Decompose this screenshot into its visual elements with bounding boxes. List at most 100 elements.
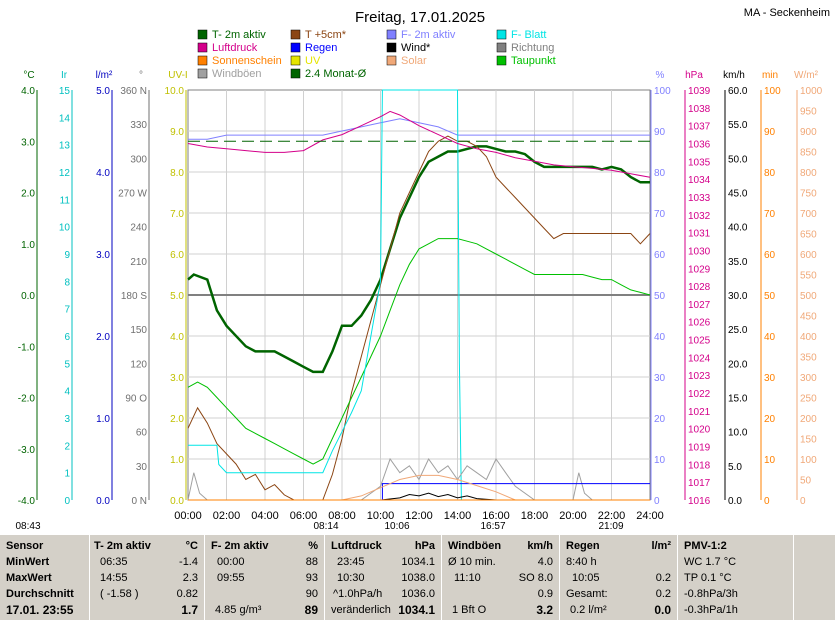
axis-tick-ir: 0 <box>64 496 70 507</box>
axes: °C4.03.02.01.00.0-1.0-2.0-3.0-4.0Ir15141… <box>15 70 822 532</box>
axis-tick-solar: 450 <box>800 312 817 323</box>
t2m-max-value: 2.3 <box>182 572 198 584</box>
gust-max-time: 11:10 <box>454 572 481 584</box>
axis-tick-press: 1029 <box>688 264 711 275</box>
axis-tick-uv: 1.0 <box>170 455 184 466</box>
axis-tick-wind: 10.0 <box>728 428 748 439</box>
legend-label: Windböen <box>212 68 262 80</box>
axis-tick-ir: 6 <box>64 332 70 343</box>
gust-current-value: 3.2 <box>536 603 553 617</box>
gust-avg-label: Ø 10 min. <box>448 556 496 568</box>
pmv-pressure-3h: -0.8hPa/3h <box>684 588 738 600</box>
axis-tick-temp: 4.0 <box>21 86 35 97</box>
axis-tick-uv: 3.0 <box>170 373 184 384</box>
axis-tick-min: 60 <box>764 250 776 261</box>
legend-swatch <box>197 29 208 40</box>
axis-tick-rain: 4.0 <box>96 168 110 179</box>
axis-tick-uv: 2.0 <box>170 414 184 425</box>
axis-tick-uv: 8.0 <box>170 168 184 179</box>
f2m-current-value: 89 <box>304 603 318 617</box>
legend-swatch <box>496 55 507 66</box>
axis-unit-ir: Ir <box>61 70 68 81</box>
axis-tick-press: 1026 <box>688 318 711 329</box>
legend-label: 2.4 Monat-Ø <box>305 68 367 80</box>
axis-tick-press: 1018 <box>688 460 711 471</box>
axis-tick-press: 1021 <box>688 407 711 418</box>
axis-tick-ir: 5 <box>64 359 70 370</box>
summary-gust-column: Windböen km/h Ø 10 min. 4.0 11:10 SO 8.0 0.… <box>442 535 560 620</box>
axis-tick-dir: 330 <box>130 120 147 131</box>
time-tick: 08:00 <box>328 510 356 522</box>
axis-tick-min: 90 <box>764 127 776 138</box>
time-tick: 10:00 <box>367 510 395 522</box>
axis-tick-press: 1034 <box>688 175 711 186</box>
summary-rain-column: Regen l/m² 8:40 h 10:05 0.2 Gesamt: 0.2 0.2… <box>560 535 678 620</box>
legend-swatch <box>386 42 397 53</box>
legend-swatch <box>496 29 507 40</box>
axis-tick-min: 20 <box>764 414 776 425</box>
axis-tick-uv: 9.0 <box>170 127 184 138</box>
axis-tick-press: 1038 <box>688 104 711 115</box>
axis-tick-solar: 150 <box>800 435 817 446</box>
axis-tick-min: 100 <box>764 86 781 97</box>
axis-tick-solar: 1000 <box>800 86 823 97</box>
series-line-1 <box>187 135 651 501</box>
axis-unit-temp: °C <box>23 70 34 81</box>
legend-swatch <box>197 42 208 53</box>
summary-spacer <box>794 535 835 620</box>
summary-label-avg: Durchschnitt <box>6 588 74 600</box>
axis-unit-min: min <box>762 70 778 81</box>
axis-tick-solar: 650 <box>800 230 817 241</box>
series-line-2 <box>187 238 651 465</box>
axis-tick-temp: 3.0 <box>21 137 35 148</box>
legend-label: Solar <box>401 55 427 67</box>
weather-chart: Freitag, 17.01.2025 MA - Seckenheim T- 2… <box>15 7 830 532</box>
axis-tick-temp: 1.0 <box>21 240 35 251</box>
axis-tick-ir: 7 <box>64 305 70 316</box>
axis-tick-uv: 10.0 <box>165 86 185 97</box>
axis-tick-wind: 5.0 <box>728 462 742 473</box>
axis-tick-ir: 4 <box>64 387 70 398</box>
rain-max-value: 0.2 <box>655 572 671 584</box>
axis-tick-dir: 360 N <box>120 86 147 97</box>
gust-avg-value: 0.9 <box>537 588 553 600</box>
time-tick: 12:00 <box>405 510 433 522</box>
axis-tick-solar: 400 <box>800 332 817 343</box>
axis-tick-wind: 45.0 <box>728 189 748 200</box>
legend-swatch <box>386 29 397 40</box>
axis-tick-solar: 900 <box>800 127 817 138</box>
t2m-avg-note: ( -1.58 ) <box>100 588 139 600</box>
t2m-header: T- 2m aktiv <box>94 540 151 552</box>
rain-current-value: 0.0 <box>654 603 671 617</box>
axis-tick-solar: 250 <box>800 394 817 405</box>
press-avg-value: 1036.0 <box>401 588 435 600</box>
axis-tick-min: 50 <box>764 291 776 302</box>
axis-tick-ir: 10 <box>59 223 71 234</box>
axis-tick-hum: 30 <box>654 373 666 384</box>
summary-label-max: MaxWert <box>6 572 52 584</box>
series-line-9 <box>188 474 650 501</box>
axis-tick-hum: 10 <box>654 455 666 466</box>
axis-tick-temp: -1.0 <box>18 342 36 353</box>
t2m-avg-value: 0.82 <box>176 588 198 600</box>
legend-label: Regen <box>305 42 337 54</box>
f2m-abs-humidity: 4.85 g/m³ <box>215 604 262 616</box>
axis-tick-press: 1019 <box>688 443 711 454</box>
axis-tick-press: 1022 <box>688 389 711 400</box>
summary-label-current: 17.01. 23:55 <box>6 603 74 617</box>
axis-tick-wind: 55.0 <box>728 120 748 131</box>
axis-tick-press: 1028 <box>688 282 711 293</box>
axis-tick-solar: 700 <box>800 209 817 220</box>
legend-swatch <box>386 55 397 66</box>
axis-tick-dir: 300 <box>130 154 147 165</box>
axis-tick-dir: 60 <box>136 428 148 439</box>
axis-unit-solar: W/m² <box>794 70 819 81</box>
sun-mark: 16:57 <box>480 521 505 532</box>
axis-tick-temp: -4.0 <box>18 496 36 507</box>
summary-panel: Sensor MinWert MaxWert Durchschnitt 17.0… <box>0 535 835 620</box>
axis-unit-rain: l/m² <box>96 70 113 81</box>
axis-tick-rain: 0.0 <box>96 496 110 507</box>
axis-tick-hum: 20 <box>654 414 666 425</box>
gust-header: Windböen <box>448 540 502 552</box>
axis-tick-wind: 50.0 <box>728 154 748 165</box>
